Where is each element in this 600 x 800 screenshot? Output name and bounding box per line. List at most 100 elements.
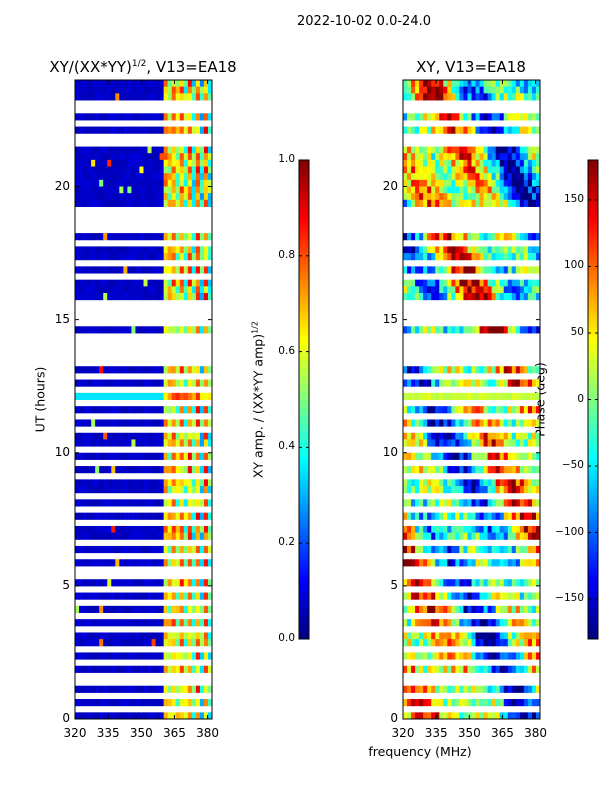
heatmap-cell bbox=[435, 605, 440, 613]
heatmap-cell bbox=[119, 326, 124, 334]
heatmap-cell bbox=[115, 233, 120, 241]
heatmap-cell bbox=[107, 293, 112, 301]
heatmap-cell bbox=[467, 559, 472, 567]
heatmap-cell bbox=[479, 186, 485, 194]
heatmap-cell bbox=[195, 665, 201, 673]
heatmap-cell bbox=[191, 632, 197, 640]
heatmap-cell bbox=[411, 159, 416, 168]
heatmap-cell bbox=[535, 199, 541, 207]
heatmap-cell bbox=[407, 93, 412, 101]
heatmap-cell bbox=[147, 619, 153, 627]
heatmap-cell bbox=[127, 173, 132, 181]
heatmap-cell bbox=[483, 525, 489, 534]
heatmap-cell bbox=[139, 392, 144, 400]
heatmap-cell bbox=[507, 179, 513, 187]
heatmap-cell bbox=[523, 559, 529, 567]
heatmap-cell bbox=[415, 525, 420, 534]
heatmap-cell bbox=[447, 153, 452, 161]
heatmap-cell bbox=[119, 699, 124, 707]
heatmap-cell bbox=[431, 525, 436, 534]
heatmap-cell bbox=[95, 80, 100, 88]
heatmap-cell bbox=[523, 233, 529, 241]
heatmap-cell bbox=[503, 579, 509, 587]
heatmap-cell bbox=[135, 439, 140, 447]
heatmap-cell bbox=[427, 253, 432, 261]
heatmap-cell bbox=[123, 293, 128, 301]
heatmap-cell bbox=[443, 166, 448, 174]
heatmap-cell bbox=[195, 545, 201, 554]
heatmap-cell bbox=[83, 419, 88, 427]
heatmap-cell bbox=[483, 293, 489, 301]
heatmap-cell bbox=[163, 93, 169, 101]
heatmap-cell bbox=[151, 126, 157, 134]
heatmap-cell bbox=[147, 665, 153, 673]
heatmap-cell bbox=[411, 326, 416, 334]
heatmap-cell bbox=[535, 479, 541, 487]
heatmap-cell bbox=[523, 159, 529, 168]
heatmap-cell bbox=[503, 685, 509, 693]
heatmap-cell bbox=[95, 193, 100, 201]
heatmap-cell bbox=[183, 253, 189, 261]
heatmap-cell bbox=[483, 93, 489, 101]
heatmap-cell bbox=[507, 525, 513, 534]
heatmap-cell bbox=[115, 532, 120, 540]
heatmap-cell bbox=[79, 379, 84, 387]
heatmap-cell bbox=[507, 86, 513, 94]
panel1-title-sup: 1/2 bbox=[131, 59, 147, 69]
heatmap-cell bbox=[75, 326, 80, 334]
heatmap-cell bbox=[167, 632, 173, 640]
heatmap-cell bbox=[459, 199, 464, 207]
heatmap-cell bbox=[203, 233, 209, 241]
heatmap-cell bbox=[467, 326, 472, 334]
heatmap-cell bbox=[95, 619, 100, 627]
heatmap-cell bbox=[75, 712, 80, 720]
heatmap-cell bbox=[527, 486, 533, 494]
heatmap-cell bbox=[147, 499, 153, 507]
heatmap-cell bbox=[419, 592, 424, 600]
heatmap-cell bbox=[491, 246, 497, 254]
heatmap-cell bbox=[415, 579, 420, 587]
heatmap-cell bbox=[187, 113, 193, 121]
panel1-title: XY/(XX*YY)1/2, V13=EA18 bbox=[40, 58, 246, 76]
heatmap-cell bbox=[155, 486, 161, 494]
heatmap-cell bbox=[135, 532, 140, 540]
heatmap-cell bbox=[487, 466, 493, 474]
heatmap-cell bbox=[135, 432, 140, 440]
heatmap-cell bbox=[479, 532, 485, 540]
heatmap-cell bbox=[491, 592, 497, 600]
heatmap-cell bbox=[427, 326, 432, 334]
heatmap-cell bbox=[419, 419, 424, 427]
colorbar-tick-label: 0.2 bbox=[278, 536, 295, 549]
heatmap-cell bbox=[511, 512, 517, 520]
heatmap-cell bbox=[519, 266, 525, 274]
heatmap-cell bbox=[199, 652, 205, 660]
heatmap-cell bbox=[107, 432, 112, 440]
heatmap-cell bbox=[515, 532, 521, 540]
heatmap-cell bbox=[203, 126, 209, 134]
heatmap-cell bbox=[483, 452, 489, 460]
heatmap-cell bbox=[191, 639, 197, 647]
heatmap-cell bbox=[411, 293, 416, 301]
heatmap-cell bbox=[139, 233, 144, 241]
heatmap-cell bbox=[407, 379, 412, 387]
heatmap-cell bbox=[495, 466, 501, 474]
heatmap-cell bbox=[523, 166, 529, 174]
heatmap-cell bbox=[479, 512, 485, 520]
heatmap-cell bbox=[147, 439, 153, 447]
heatmap-cell bbox=[95, 186, 100, 194]
heatmap-cell bbox=[151, 712, 157, 720]
heatmap-cell bbox=[143, 532, 149, 540]
heatmap-cell bbox=[523, 619, 529, 627]
heatmap-cell bbox=[207, 439, 213, 447]
heatmap-cell bbox=[115, 439, 120, 447]
heatmap-cell bbox=[151, 113, 157, 121]
heatmap-cell bbox=[143, 559, 149, 567]
heatmap-cell bbox=[111, 439, 116, 447]
heatmap-cell bbox=[107, 153, 112, 161]
heatmap-cell bbox=[191, 652, 197, 660]
heatmap-cell bbox=[127, 293, 132, 301]
heatmap-cell bbox=[127, 193, 132, 201]
heatmap-cell bbox=[463, 512, 468, 520]
heatmap-cell bbox=[167, 592, 173, 600]
heatmap-cell bbox=[455, 699, 460, 707]
